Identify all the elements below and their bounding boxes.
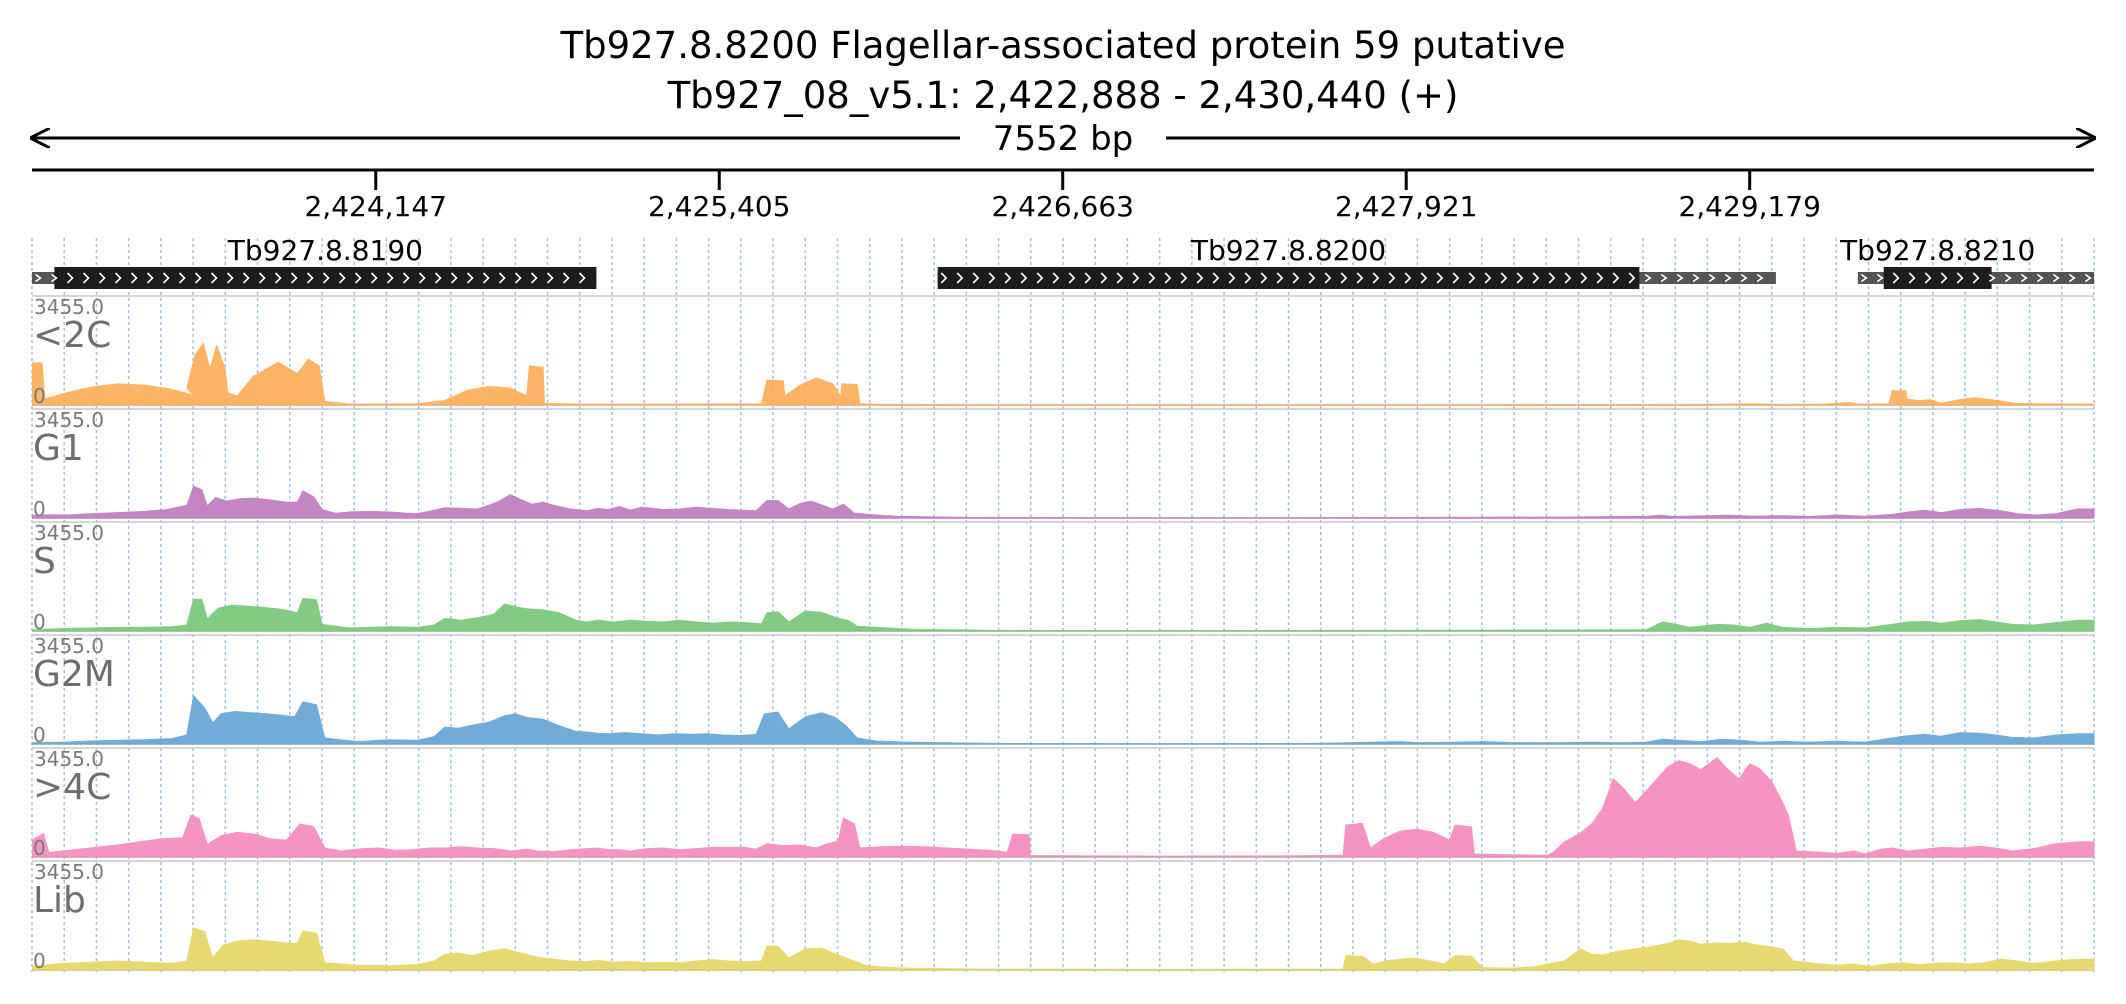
track-min-label-1: 0	[33, 497, 46, 521]
track-name-0: <2C	[33, 315, 111, 356]
chart-subtitle: Tb927_08_v5.1: 2,422,888 - 2,430,440 (+)	[667, 74, 1459, 117]
span-label: 7552 bp	[993, 119, 1134, 159]
track-min-label-3: 0	[33, 723, 46, 747]
chart-title: Tb927.8.8200 Flagellar-associated protei…	[560, 24, 1566, 67]
gene-strand-chevrons-1	[940, 272, 1764, 284]
gene-label-2: Tb927.8.8210	[1839, 234, 2035, 267]
series-area-3	[32, 695, 2095, 745]
gene-cds-1	[937, 267, 1640, 289]
track-2: 3455.0S 0	[32, 521, 2095, 634]
track-max-label-1: 3455.0	[34, 408, 104, 432]
gene-track: Tb927.8.8190 Tb927.8.8200 Tb927.8.8210	[32, 234, 2094, 289]
gene-cds-0	[54, 267, 597, 289]
series-area-4	[32, 757, 2095, 858]
span-ruler: 7552 bp	[32, 119, 2094, 159]
tick-label-2: 2,426,663	[991, 190, 1134, 223]
track-min-label-4: 0	[33, 836, 46, 860]
track-name-3: G2M	[33, 654, 115, 695]
gene-label-0: Tb927.8.8190	[227, 234, 423, 267]
track-min-label-2: 0	[33, 610, 46, 634]
track-name-2: S	[33, 541, 56, 582]
series-area-5	[32, 927, 2095, 971]
track-0: 3455.0<2C 0	[32, 295, 2095, 408]
series-area-2	[32, 598, 2095, 632]
tick-label-0: 2,424,147	[304, 190, 447, 223]
track-max-label-0: 3455.0	[34, 295, 104, 319]
gene-strand-chevrons-2	[1860, 272, 2092, 284]
track-name-4: >4C	[33, 767, 111, 808]
tick-layer: 2,424,147 2,425,405 2,426,663 2,427,921 2,42…	[304, 170, 1821, 223]
tick-label-4: 2,429,179	[1678, 190, 1821, 223]
tick-label-3: 2,427,921	[1335, 190, 1478, 223]
tick-label-1: 2,425,405	[648, 190, 791, 223]
track-min-label-5: 0	[33, 949, 46, 973]
track-1: 3455.0G1 0	[32, 408, 2095, 521]
gene-strand-chevrons-0	[35, 272, 586, 284]
track-max-label-5: 3455.0	[34, 860, 104, 884]
coverage-tracks: 3455.0<2C03455.0G103455.0S03455.0G2M0345…	[32, 295, 2095, 973]
track-4: 3455.0>4C 0	[32, 747, 2095, 860]
gene-cds-2	[1883, 267, 1992, 289]
gene-label-1: Tb927.8.8200	[1190, 234, 1386, 267]
grid-layer	[31, 238, 2095, 972]
track-name-5: Lib	[33, 880, 86, 921]
track-min-label-0: 0	[33, 384, 46, 408]
track-name-1: G1	[33, 428, 84, 469]
series-area-1	[32, 485, 2095, 519]
track-max-label-2: 3455.0	[34, 521, 104, 545]
series-area-0	[32, 342, 2095, 406]
track-max-label-4: 3455.0	[34, 747, 104, 771]
track-max-label-3: 3455.0	[34, 634, 104, 658]
